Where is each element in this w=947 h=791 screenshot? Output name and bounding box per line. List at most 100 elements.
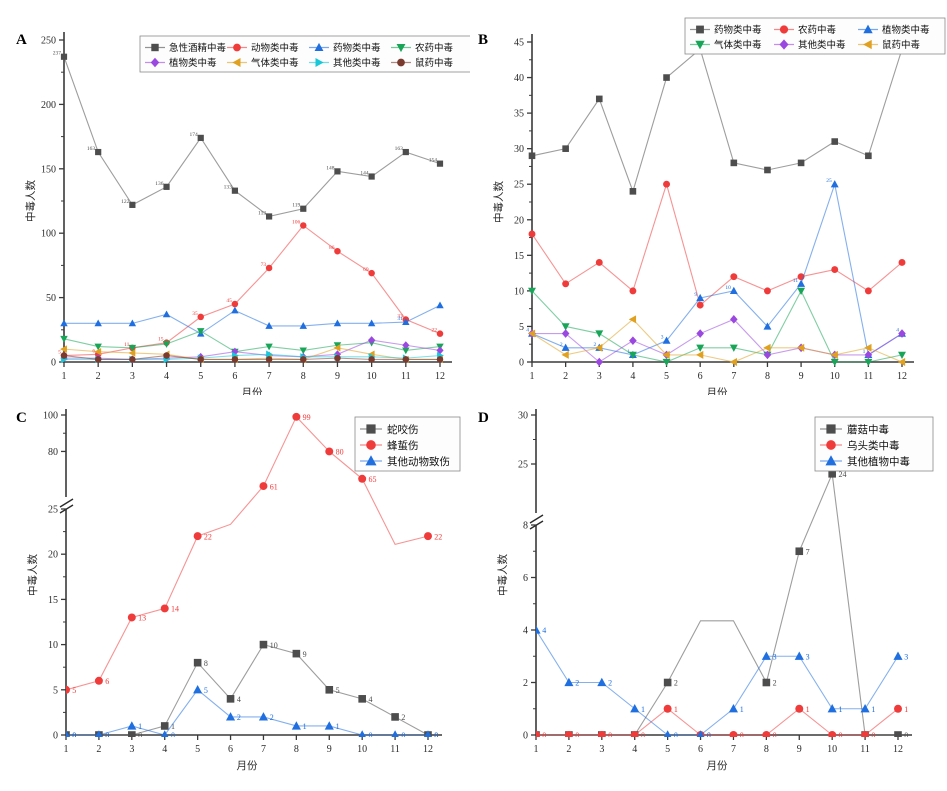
- data-point-marker: [730, 159, 738, 167]
- data-point-marker: [629, 188, 637, 195]
- data-point-label: 0: [434, 731, 438, 740]
- legend-label: 其他动物致伤: [387, 455, 450, 468]
- data-point-label: 4: [368, 695, 372, 704]
- y-axis-title: 中毒人数: [26, 554, 39, 596]
- y-tick-label: 0: [51, 358, 56, 369]
- data-point-marker: [258, 712, 269, 721]
- data-point-label: 1: [806, 705, 810, 714]
- data-point-label: 1: [904, 705, 908, 714]
- data-point-marker: [160, 722, 169, 730]
- x-tick-label: 6: [232, 371, 237, 382]
- data-point-label: 0: [707, 731, 711, 740]
- data-point-label: 1: [863, 349, 866, 355]
- data-point-marker: [60, 53, 68, 60]
- legend-label: 气体类中毒: [714, 39, 762, 51]
- x-tick-label: 12: [435, 371, 445, 382]
- data-point-label: 3: [773, 652, 777, 661]
- data-point-marker: [424, 730, 432, 737]
- x-tick-label: 8: [765, 371, 770, 382]
- x-tick-label: 6: [228, 744, 233, 755]
- y-tick-label: 50: [46, 293, 56, 304]
- legend-label: 鼠药中毒: [882, 39, 921, 51]
- data-point-marker: [391, 713, 399, 721]
- x-tick-label: 5: [195, 744, 200, 755]
- series-3: 31: [60, 301, 444, 337]
- y-tick-label: 10: [48, 640, 58, 651]
- data-point-marker: [562, 145, 569, 152]
- y-tick-label: 250: [41, 36, 56, 47]
- data-point-marker: [894, 704, 902, 713]
- data-point-marker: [333, 344, 341, 352]
- legend-marker-icon: [397, 58, 405, 67]
- data-point-label: 5: [204, 686, 208, 695]
- data-point-marker: [597, 731, 606, 737]
- legend-marker-icon: [366, 440, 376, 450]
- series-line: [66, 689, 428, 736]
- data-point-marker: [368, 269, 375, 277]
- data-point-marker: [663, 704, 672, 713]
- data-point-marker: [66, 730, 70, 737]
- x-tick-label: 4: [162, 744, 167, 755]
- x-tick-label: 4: [630, 371, 635, 382]
- legend-label: 蘑菇中毒: [847, 423, 889, 436]
- data-point-marker: [864, 343, 872, 352]
- legend-label: 植物类中毒: [882, 24, 930, 36]
- data-point-marker: [561, 343, 570, 351]
- legend-label: 鼠药中毒: [415, 57, 454, 69]
- data-point-marker: [94, 347, 102, 356]
- data-point-label: 4: [237, 695, 241, 704]
- x-tick-label: 9: [797, 744, 802, 755]
- data-point-marker: [897, 358, 906, 366]
- x-tick-label: 10: [367, 371, 377, 382]
- data-point-label: 4: [542, 626, 546, 635]
- data-point-marker: [662, 336, 671, 344]
- data-point-marker: [663, 730, 672, 737]
- data-point-label: 69: [363, 267, 369, 273]
- legend-label: 动物类中毒: [251, 42, 299, 54]
- data-point-label: 11: [793, 278, 799, 284]
- series-line: [63, 355, 440, 360]
- data-point-label: 5: [58, 350, 61, 356]
- data-point-marker: [300, 222, 307, 229]
- data-point-label: 0: [773, 731, 777, 740]
- data-point-marker: [128, 349, 136, 357]
- series-line: [63, 330, 441, 353]
- data-point-label: 1: [838, 705, 842, 714]
- x-tick-label: 1: [64, 744, 69, 755]
- data-point-marker: [828, 470, 836, 478]
- data-point-marker: [864, 358, 873, 367]
- data-point-marker: [536, 731, 540, 737]
- data-point-marker: [436, 356, 444, 363]
- data-point-marker: [436, 301, 444, 309]
- data-point-marker: [66, 685, 70, 694]
- legend-label: 乌头类中毒: [847, 439, 900, 452]
- data-point-marker: [334, 354, 341, 362]
- data-point-label: 133: [224, 185, 233, 191]
- series-1: [528, 45, 906, 195]
- legend-marker-icon: [396, 43, 406, 53]
- x-tick-label: 9: [335, 371, 340, 382]
- data-point-label: 144: [360, 171, 369, 177]
- data-point-label: 3: [904, 652, 908, 661]
- data-point-marker: [864, 287, 872, 295]
- legend-marker-icon: [863, 39, 872, 50]
- legend-label: 药物类中毒: [333, 42, 381, 54]
- y-tick-label: 25: [518, 460, 528, 471]
- data-point-marker: [830, 350, 838, 359]
- data-point-label: 0: [72, 731, 76, 740]
- x-tick-label: 1: [62, 371, 67, 382]
- data-point-marker: [797, 159, 805, 167]
- data-point-marker: [127, 613, 136, 622]
- series-6: [527, 315, 906, 366]
- data-point-marker: [663, 678, 672, 687]
- x-tick-label: 1: [530, 371, 535, 382]
- data-point-label: 33: [397, 313, 403, 319]
- legend-label: 气体类中毒: [251, 57, 299, 69]
